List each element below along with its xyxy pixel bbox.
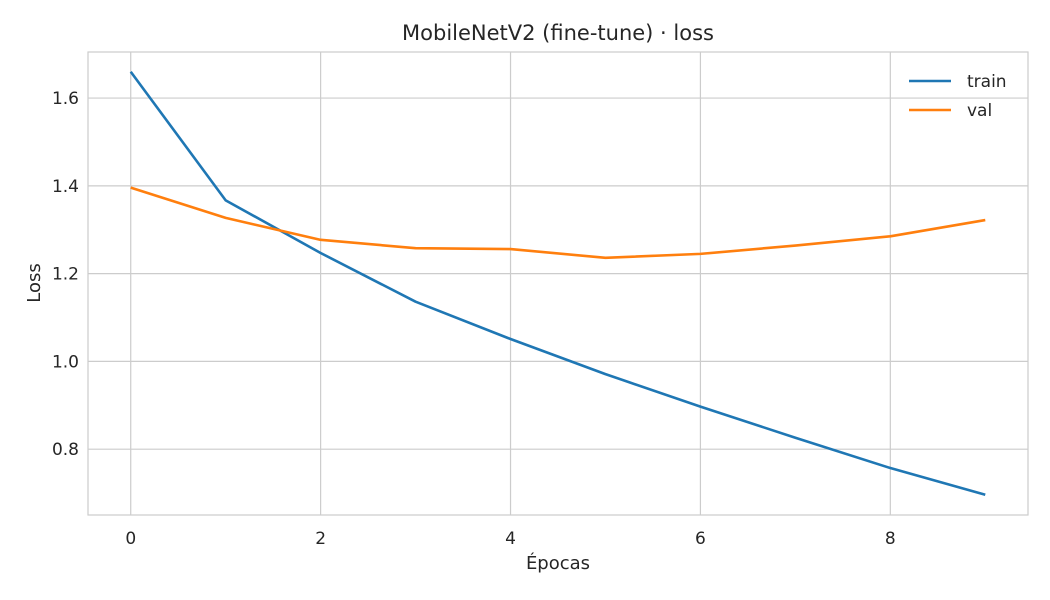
- y-axis-label: Loss: [24, 263, 45, 302]
- series-lines: [129, 70, 986, 497]
- y-tick-label: 1.4: [52, 177, 79, 197]
- x-tick-label: 0: [125, 529, 136, 549]
- legend: train val: [909, 72, 1007, 121]
- tick-labels: 0 2 4 6 8 0.8 1.0 1.2 1.4 1.6: [52, 89, 896, 549]
- x-tick-label: 4: [505, 529, 516, 549]
- y-tick-label: 1.2: [52, 265, 79, 285]
- series-line-val: [130, 186, 986, 260]
- plot-frame: [87, 51, 1029, 516]
- y-tick-label: 0.8: [52, 440, 79, 460]
- y-tick-label: 1.6: [52, 89, 79, 109]
- legend-label-train: train: [967, 72, 1007, 92]
- series-line-train: [129, 70, 986, 497]
- x-tick-label: 6: [695, 529, 706, 549]
- chart-title: MobileNetV2 (fine-tune) · loss: [402, 21, 714, 45]
- x-tick-label: 8: [885, 529, 896, 549]
- x-axis-label: Épocas: [526, 552, 590, 574]
- y-tick-label: 1.0: [52, 352, 79, 372]
- plot-background: [88, 52, 1028, 515]
- x-tick-label: 2: [315, 529, 326, 549]
- grid: [88, 52, 1028, 515]
- legend-label-val: val: [967, 101, 992, 121]
